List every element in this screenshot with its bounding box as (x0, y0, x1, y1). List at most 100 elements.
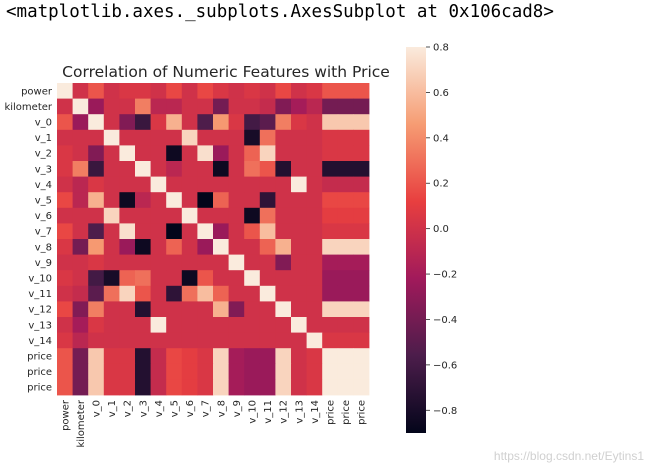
heatmap-cell (197, 176, 214, 193)
heatmap-cell (244, 129, 261, 146)
heatmap-cell (259, 363, 276, 380)
row-labels: power kilometer v_0 v_1 v_2 v_3 v_4 v_5 v_6 v_7 v_… (4, 86, 52, 393)
heatmap-cell (197, 363, 214, 380)
heatmap-cell (181, 285, 198, 302)
heatmap-cell (259, 129, 276, 146)
heatmap-cell (306, 129, 323, 146)
heatmap-cell (337, 270, 354, 287)
heatmap-cell (119, 83, 136, 99)
heatmap-cell (353, 363, 370, 380)
heatmap-cell (259, 192, 276, 209)
heatmap-cell (72, 207, 89, 224)
heatmap-cell (150, 98, 167, 115)
heatmap-cell (322, 348, 339, 365)
heatmap-cell (135, 223, 151, 240)
heatmap-cell (119, 379, 136, 396)
heatmap-cell (322, 207, 339, 224)
heatmap-cell (197, 114, 214, 131)
heatmap-cell (88, 239, 105, 255)
colorbar-tick-label: −0.2 (433, 270, 457, 281)
heatmap-cell (337, 285, 354, 302)
heatmap-cell (306, 223, 323, 240)
heatmap-cell (166, 348, 183, 365)
heatmap-cell (150, 145, 167, 162)
heatmap-cell (213, 192, 229, 209)
heatmap-cell (72, 223, 89, 240)
heatmap-cell (337, 379, 354, 396)
heatmap-cell (337, 207, 354, 224)
heatmap-cell (181, 207, 198, 224)
heatmap-cell (259, 98, 276, 115)
heatmap-cell (181, 363, 198, 380)
heatmap-cell (244, 363, 261, 380)
heatmap-cell (150, 332, 167, 349)
heatmap-cell (275, 207, 292, 224)
heatmap-cell (337, 192, 354, 209)
heatmap-cell (353, 270, 370, 287)
heatmap-cell (322, 114, 339, 131)
heatmap-cell (275, 223, 292, 240)
column-label: power (60, 399, 71, 431)
colorbar-tick-label: 0.8 (433, 43, 449, 54)
heatmap-cell (197, 83, 214, 99)
heatmap-cell (244, 301, 261, 318)
heatmap-cell (166, 83, 183, 99)
heatmap-cell (135, 379, 151, 396)
row-label: v_8 (35, 242, 52, 253)
heatmap-cell (306, 83, 323, 99)
heatmap-cell (259, 348, 276, 365)
heatmap-cell (119, 301, 136, 318)
heatmap-cell (88, 317, 105, 333)
heatmap-cell (135, 129, 151, 146)
heatmap-cell (228, 114, 245, 131)
heatmap-cell (166, 129, 183, 146)
heatmap-cell (275, 379, 292, 396)
heatmap-cell (166, 332, 183, 349)
heatmap-cell (119, 348, 136, 365)
heatmap-cell (306, 348, 323, 365)
colorbar-tick-label: −0.8 (433, 406, 457, 417)
row-label: v_10 (28, 274, 52, 285)
heatmap-cell (322, 379, 339, 396)
heatmap-cell (306, 285, 323, 302)
heatmap-cell (135, 192, 151, 209)
colorbar (406, 47, 426, 433)
heatmap-cell (181, 192, 198, 209)
heatmap-cell (275, 363, 292, 380)
heatmap-cell (57, 317, 73, 333)
heatmap-cell (244, 379, 261, 396)
heatmap-cell (197, 161, 214, 177)
row-label: price (27, 352, 52, 363)
row-label: v_6 (35, 211, 52, 222)
heatmap-cell (166, 379, 183, 396)
heatmap-cell (259, 270, 276, 287)
heatmap-cell (135, 83, 151, 99)
heatmap-cell (213, 363, 229, 380)
heatmap-cell (213, 114, 229, 131)
chart-title: Correlation of Numeric Features with Pri… (62, 63, 390, 81)
heatmap-cell (72, 145, 89, 162)
heatmap-cell (353, 83, 370, 99)
heatmap-cell (103, 223, 120, 240)
heatmap-cell (353, 98, 370, 115)
heatmap-cell (213, 379, 229, 396)
heatmap-cell (197, 239, 214, 255)
heatmap-cell (197, 285, 214, 302)
heatmap-cell (72, 192, 89, 209)
heatmap-cell (337, 332, 354, 349)
heatmap-cell (135, 114, 151, 131)
heatmap-cell (88, 98, 105, 115)
heatmap-cell (57, 176, 73, 193)
heatmap-cell (103, 98, 120, 115)
heatmap-cell (57, 145, 73, 162)
heatmap-cell (72, 285, 89, 302)
heatmap-cell (181, 239, 198, 255)
heatmap-cell (119, 145, 136, 162)
heatmap-cell (135, 270, 151, 287)
heatmap-cell (353, 207, 370, 224)
heatmap-cell (244, 98, 261, 115)
heatmap-cell (88, 332, 105, 349)
heatmap-cell (166, 161, 183, 177)
heatmap-cell (57, 285, 73, 302)
heatmap-cell (166, 285, 183, 302)
